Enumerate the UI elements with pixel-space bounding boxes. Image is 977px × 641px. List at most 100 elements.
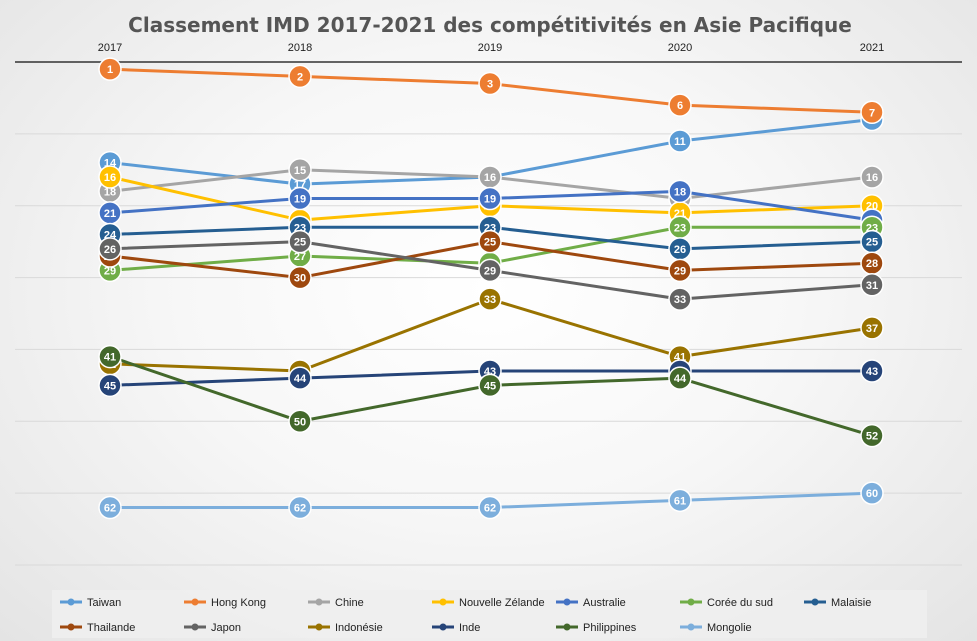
data-point: 25 [478,229,502,254]
x-tick-label: 2018 [288,42,312,54]
legend-marker [687,598,695,606]
data-marker [288,186,312,211]
legend-label: Philippines [583,622,637,634]
data-point: 16 [98,165,122,189]
data-label: 45 [484,380,496,392]
legend-marker [811,598,819,606]
data-label: 25 [484,237,496,249]
data-label: 60 [866,488,878,500]
data-marker [288,409,312,434]
data-marker [98,344,122,369]
data-label: 41 [104,352,116,364]
legend-label: Thailande [87,622,135,634]
data-marker [288,495,312,520]
data-marker [98,165,122,189]
data-marker [668,258,692,283]
data-label: 16 [104,172,116,184]
chart-title: Classement IMD 2017-2021 des compétitivi… [128,13,852,37]
legend-marker [439,623,447,631]
data-point: 7 [860,100,884,125]
data-label: 18 [674,186,686,198]
data-label: 3 [487,79,493,91]
data-point: 2 [288,64,312,89]
data-label: 30 [294,273,306,285]
legend-label: Corée du sud [707,597,773,609]
data-label: 26 [104,244,116,256]
data-point: 44 [668,366,692,390]
data-marker [288,64,312,89]
legend-marker [563,623,571,631]
data-point: 50 [288,409,312,434]
data-point: 28 [860,251,884,275]
data-point: 45 [478,373,502,398]
legend-label: Indonésie [335,622,383,634]
data-point: 16 [478,165,502,189]
data-label: 45 [104,380,116,392]
data-marker [860,481,884,505]
data-marker [478,495,502,520]
data-label: 1 [107,64,113,76]
data-marker [668,488,692,513]
series-points: 1417161181236718151619161622202120211919… [98,57,884,520]
data-label: 37 [866,323,878,335]
data-marker [478,258,502,283]
data-point: 26 [668,237,692,261]
data-label: 25 [866,237,878,249]
data-point: 45 [98,373,122,398]
data-label: 27 [294,251,306,263]
data-label: 52 [866,431,878,443]
data-point: 43 [860,359,884,383]
data-label: 11 [674,136,686,148]
data-point: 3 [478,71,502,96]
legend-marker [687,623,695,631]
data-label: 16 [484,172,496,184]
data-point: 62 [478,495,502,520]
data-point: 18 [668,179,692,204]
data-marker [98,373,122,398]
legend-item: Chine [308,597,364,609]
data-marker [288,366,312,390]
data-marker [860,423,884,448]
data-marker [860,165,884,189]
data-point: 62 [288,495,312,520]
data-marker [478,71,502,96]
legend: Taiwan Hong Kong Chine Nouvelle Zélande Aust… [52,590,927,638]
data-marker [98,495,122,520]
data-point: 19 [288,186,312,211]
legend-label: Malaisie [831,597,871,609]
data-marker [668,287,692,311]
legend-marker [315,598,323,606]
legend-label: Taiwan [87,597,121,609]
legend-marker [191,623,199,631]
legend-label: Inde [459,622,480,634]
legend-box [52,590,927,638]
data-point: 37 [860,316,884,340]
data-label: 7 [869,107,875,119]
data-label: 15 [294,165,306,177]
legend-item: Philippines [556,622,637,634]
data-label: 21 [104,208,116,220]
data-label: 19 [294,194,306,206]
legend-label: Chine [335,597,364,609]
data-marker [288,158,312,182]
legend-marker [563,598,571,606]
data-label: 26 [674,244,686,256]
data-marker [860,273,884,297]
data-label: 61 [674,495,686,507]
x-tick-label: 2017 [98,42,122,54]
data-label: 33 [674,294,686,306]
data-marker [860,316,884,340]
legend-marker [315,623,323,631]
legend-label: Hong Kong [211,597,266,609]
x-tick-label: 2019 [478,42,502,54]
legend-label: Nouvelle Zélande [459,597,545,609]
data-label: 16 [866,172,878,184]
legend-item: Inde [432,622,480,634]
data-marker [668,366,692,390]
data-marker [478,229,502,254]
data-label: 23 [674,222,686,234]
data-marker [98,237,122,261]
x-axis-labels: 2017 2018 2019 2020 2021 [98,42,884,54]
legend-item: Australie [556,597,626,609]
